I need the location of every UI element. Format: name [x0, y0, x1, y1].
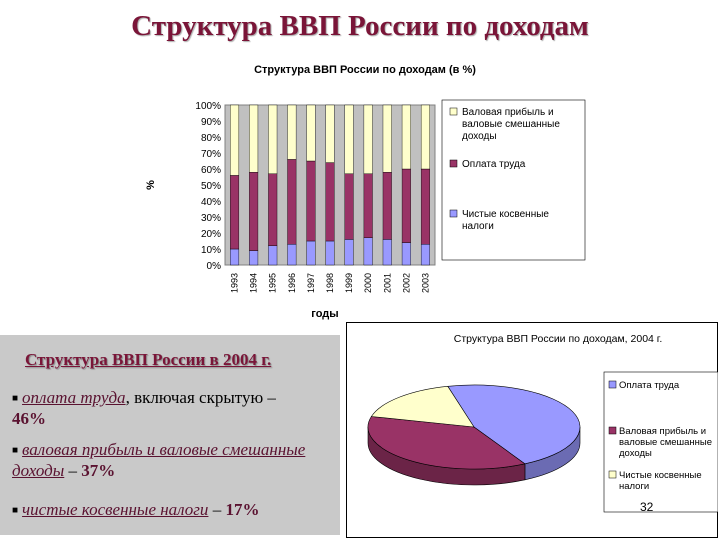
- legend-swatch: [608, 470, 617, 479]
- y-tick-label: 40%: [201, 197, 221, 208]
- x-tick-label: 1996: [287, 273, 297, 293]
- bullet-text: –: [208, 500, 226, 519]
- x-tick-label: 2000: [363, 273, 373, 293]
- legend-label: Оплата труда: [619, 380, 680, 391]
- bullet-value: 37%: [81, 461, 116, 480]
- bullet-profit: ■ валовая прибыль и валовые смешанные дох…: [12, 440, 332, 481]
- x-tick-label: 1993: [230, 273, 240, 293]
- bar-segment: [268, 173, 278, 247]
- bar-segment: [230, 248, 240, 266]
- bar-segment: [420, 104, 430, 170]
- bar-segment: [249, 171, 259, 251]
- bullet-labor: ■ оплата труда, включая скрытую – 46%: [12, 388, 332, 429]
- legend-swatch: [449, 107, 458, 116]
- bullet-value: 46%: [12, 409, 46, 428]
- bullet-marker-icon: ■: [12, 505, 19, 516]
- legend-swatch: [608, 380, 617, 389]
- bullet-label: валовая прибыль и валовые смешанные дохо…: [12, 440, 306, 480]
- pie-legend-box: [603, 371, 718, 513]
- bar-chart-xlabel: годы: [311, 308, 338, 320]
- bar-legend-box: [441, 99, 586, 261]
- bullet-taxes: ■ чистые косвенные налоги – 17%: [12, 500, 332, 521]
- y-tick-label: 10%: [201, 245, 221, 256]
- legend-label: Валовая прибыль и валовые смешанные доходы: [619, 426, 712, 459]
- x-tick-label: 1999: [344, 273, 354, 293]
- bar-segment: [306, 240, 316, 266]
- bar-segment: [382, 171, 392, 240]
- legend-swatch: [449, 159, 458, 168]
- summary-panel: [0, 335, 340, 535]
- bar-segment: [249, 250, 259, 266]
- summary-panel-title: Структура ВВП России в 2004 г.: [25, 350, 272, 369]
- bar-segment: [325, 162, 335, 242]
- bar-segment: [382, 239, 392, 266]
- bar-segment: [287, 104, 297, 160]
- bar-segment: [230, 104, 240, 176]
- pie-slice: [370, 385, 475, 428]
- pie-slice: [367, 416, 526, 470]
- bar-segment: [401, 168, 411, 243]
- legend-label: Оплата труда: [462, 159, 526, 170]
- legend-label: Чистые косвенные налоги: [619, 470, 702, 492]
- bar-segment: [268, 104, 278, 175]
- bar-segment: [420, 243, 430, 266]
- y-tick-label: 100%: [195, 101, 221, 112]
- bar-segment: [268, 245, 278, 266]
- bar-chart-title: Структура ВВП России по доходам (в %): [254, 64, 476, 76]
- bar-segment: [306, 104, 316, 162]
- bar-segment: [363, 237, 373, 266]
- bar-segment: [325, 240, 335, 266]
- bar-segment: [344, 239, 354, 266]
- bullet-label: чистые косвенные налоги: [22, 500, 209, 519]
- y-tick-label: 0%: [207, 261, 222, 272]
- bar-segment: [401, 104, 411, 170]
- bullet-marker-icon: ■: [12, 445, 19, 456]
- bullet-text: –: [64, 461, 82, 480]
- slide-title: Структура ВВП России по доходам: [131, 10, 589, 42]
- bar-segment: [420, 168, 430, 245]
- bar-chart-ylabel: %: [145, 180, 157, 190]
- bar-segment: [344, 173, 354, 240]
- y-tick-label: 30%: [201, 213, 221, 224]
- x-tick-label: 1997: [306, 273, 316, 293]
- legend-swatch: [449, 209, 458, 218]
- page-number: 32: [640, 500, 654, 514]
- bar-segment: [363, 173, 373, 239]
- y-tick-label: 80%: [201, 133, 221, 144]
- y-tick-label: 70%: [201, 149, 221, 160]
- bar-segment: [306, 160, 316, 242]
- x-tick-label: 2003: [420, 273, 430, 293]
- bullet-text: , включая скрытую –: [125, 388, 276, 407]
- bar-segment: [382, 104, 392, 173]
- y-tick-label: 50%: [201, 181, 221, 192]
- bar-segment: [401, 242, 411, 266]
- legend-label: Чистые косвенные налоги: [462, 209, 549, 232]
- pie-slice: [447, 384, 581, 465]
- legend-swatch: [608, 426, 617, 435]
- bar-segment: [325, 104, 335, 163]
- x-tick-label: 2001: [382, 273, 392, 293]
- x-tick-label: 1995: [268, 273, 278, 293]
- legend-label: Валовая прибыль и валовые смешанные доходы: [462, 106, 560, 142]
- bullet-marker-icon: ■: [12, 393, 19, 404]
- x-tick-label: 1998: [325, 273, 335, 293]
- bar-segment: [287, 159, 297, 245]
- y-tick-label: 60%: [201, 165, 221, 176]
- bar-segment: [287, 243, 297, 266]
- stacked-bar-chart: Структура ВВП России по доходам (в %) % …: [140, 55, 590, 325]
- pie-chart: Структура ВВП России по доходам, 2004 г.…: [346, 322, 718, 538]
- bar-segment: [230, 175, 240, 250]
- y-tick-label: 20%: [201, 229, 221, 240]
- x-tick-label: 2002: [401, 273, 411, 293]
- bar-segment: [344, 104, 354, 175]
- bullet-value: 17%: [225, 500, 260, 519]
- bullet-label: оплата труда: [22, 388, 126, 407]
- x-tick-label: 1994: [249, 273, 259, 293]
- pie-chart-title: Структура ВВП России по доходам, 2004 г.: [454, 333, 663, 345]
- bar-segment: [249, 104, 259, 173]
- y-tick-label: 90%: [201, 117, 221, 128]
- bar-segment: [363, 104, 373, 175]
